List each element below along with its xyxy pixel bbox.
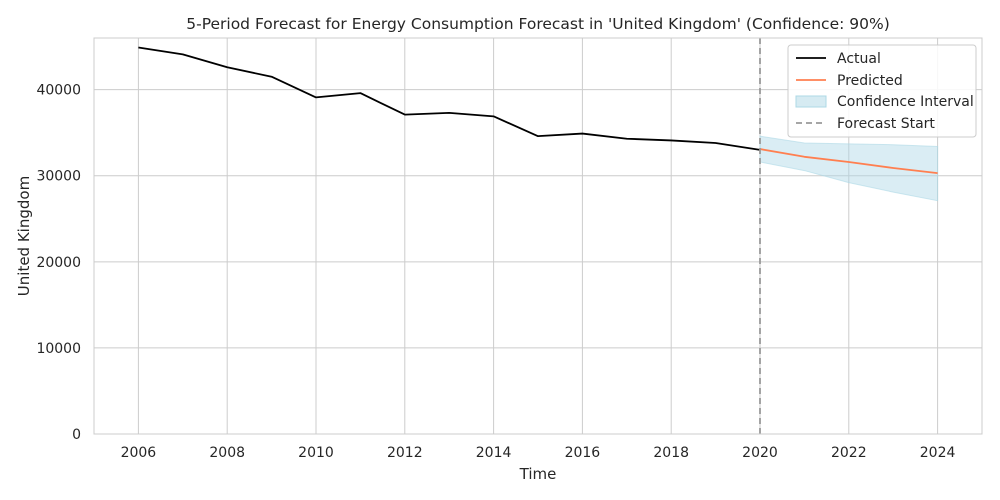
series-line-actual: [138, 46, 761, 151]
x-tick-label: 2012: [387, 445, 423, 461]
plot-area-border: [93, 37, 983, 435]
y-axis-title: United Kingdom: [15, 176, 33, 296]
series-lines: [138, 38, 938, 434]
y-tick-label: 10000: [36, 341, 81, 357]
x-tick-label: 2014: [476, 445, 512, 461]
y-tick-label: 20000: [36, 255, 81, 271]
chart-title: 5-Period Forecast for Energy Consumption…: [186, 15, 890, 33]
y-axis-ticks: 0 10000 20000 30000 40000: [36, 83, 81, 443]
x-tick-label: 2022: [831, 445, 867, 461]
legend-label-actual: Actual: [837, 51, 881, 67]
legend-box: [787, 44, 977, 138]
x-tick-label: 2006: [121, 445, 157, 461]
x-axis-title: Time: [519, 465, 557, 483]
confidence-interval-band: [759, 135, 939, 202]
x-tick-label: 2024: [920, 445, 956, 461]
legend: Actual Predicted Confidence Interval For…: [787, 44, 977, 138]
x-tick-label: 2016: [565, 445, 601, 461]
x-tick-label: 2018: [653, 445, 689, 461]
x-tick-label: 2008: [209, 445, 245, 461]
x-tick-label: 2010: [298, 445, 334, 461]
x-tick-label: 2020: [742, 445, 778, 461]
confidence-band-group: [759, 135, 939, 202]
y-tick-label: 40000: [36, 83, 81, 99]
legend-label-predicted: Predicted: [837, 73, 903, 89]
legend-label-forecast-start: Forecast Start: [837, 116, 935, 132]
x-axis-ticks: 2006 2008 2010 2012 2014 2016 2018 2020 2022 2024: [121, 445, 956, 461]
legend-swatch-interval: [795, 95, 827, 108]
y-tick-label: 0: [72, 427, 81, 443]
series-line-predicted: [759, 148, 938, 175]
legend-label-interval: Confidence Interval: [837, 94, 974, 110]
y-tick-label: 30000: [36, 169, 81, 185]
